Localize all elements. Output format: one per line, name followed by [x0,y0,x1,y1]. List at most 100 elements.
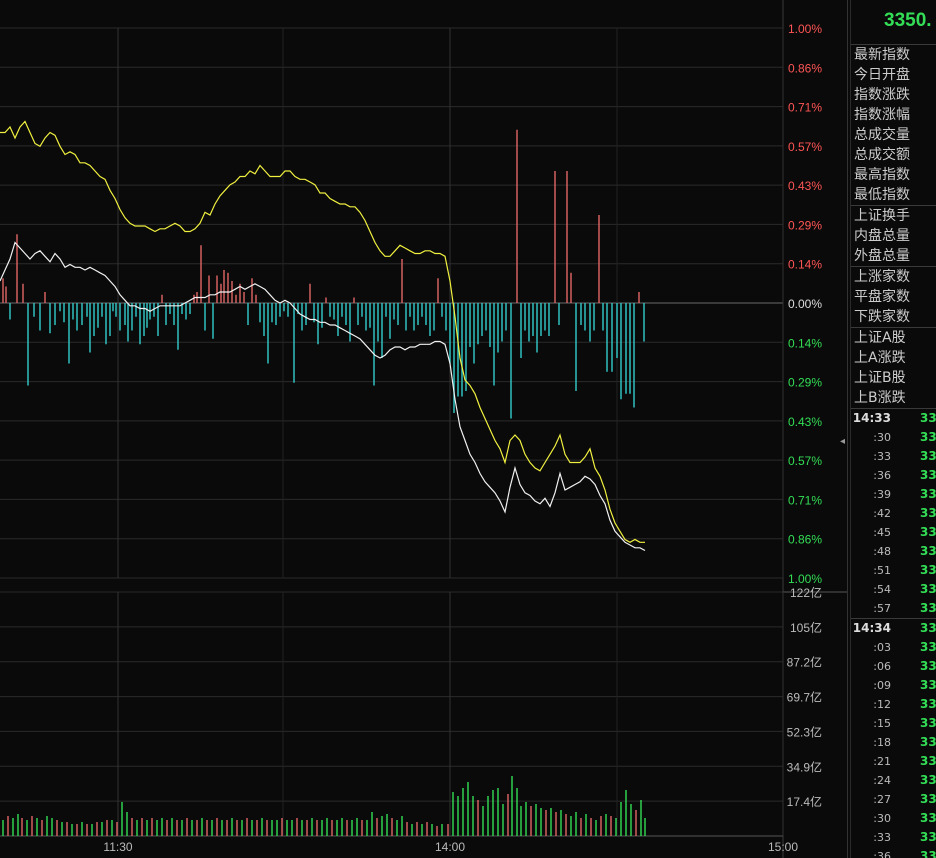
tick-time: :45 [873,526,891,539]
tick-time: :48 [873,545,891,558]
info-group: 最新指数 今日开盘 指数涨跌 指数涨幅 总成交量 总成交额 最高指数 最低指数 [851,44,936,205]
tick-row[interactable]: :45 33 [851,523,936,542]
volume-axis-label: 105亿 [790,620,822,635]
intraday-chart[interactable]: 1.00% 0.86% 0.71% 0.57% 0.43% 0.29% 0.14% 0.00%… [0,0,848,858]
tick-value: 33 [920,468,936,482]
volume-axis-label: 34.9亿 [787,759,822,774]
tick-list[interactable]: 14:33 33:30 33:33 33:36 33:39 33:42 33:45 33:48… [851,408,936,858]
y-axis-tick-label: 0.00% [788,297,822,311]
y-axis-tick-label: 1.00% [788,572,822,586]
tick-row[interactable]: :51 33 [851,561,936,580]
y-axis-tick-label: 0.29% [788,376,822,390]
y-axis-tick-label: 0.71% [788,101,822,115]
tick-value: 33 [920,506,936,520]
tick-value: 33 [920,735,936,749]
x-axis-tick-label: 15:00 [768,840,798,854]
info-field-label: 上A涨跌 [854,350,906,366]
collapse-arrow-icon[interactable]: ◂ [840,436,846,447]
tick-row[interactable]: :03 33 [851,638,936,657]
tick-row[interactable]: :24 33 [851,771,936,790]
tick-row[interactable]: :57 33 [851,599,936,618]
volume-axis-label: 69.7亿 [787,690,822,705]
tick-value: 33 [920,601,936,615]
tick-row[interactable]: :30 33 [851,809,936,828]
quote-panel: 3350. 最新指数 今日开盘 指数涨跌 指数涨幅 总成交量 总成交额 最高指数 最低指数 上证… [851,0,936,858]
tick-row[interactable]: :09 33 [851,676,936,695]
index-line-white [0,241,646,552]
tick-value: 33 [920,544,936,558]
tick-time: :30 [873,431,891,444]
tick-value: 33 [920,754,936,768]
tick-value: 33 [920,773,936,787]
tick-value: 33 [920,830,936,844]
info-field-label: 总成交量 [854,127,910,143]
tick-value: 33 [920,563,936,577]
volume-axis-label: 122亿 [790,585,822,600]
tick-minute-row[interactable]: 14:33 33 [851,408,936,428]
y-axis-tick-label: 0.86% [788,61,822,75]
tick-value: 33 [920,640,936,654]
y-axis-tick-label: 0.14% [788,336,822,350]
info-field-label: 最新指数 [854,47,910,63]
tick-row[interactable]: :54 33 [851,580,936,599]
info-field-label: 内盘总量 [854,228,910,244]
tick-time: :03 [873,641,891,654]
tick-time: :12 [873,698,891,711]
tick-time: :24 [873,774,891,787]
tick-time: :27 [873,793,891,806]
info-field-label: 外盘总量 [854,248,910,264]
tick-row[interactable]: :06 33 [851,657,936,676]
tick-value: 33 [920,449,936,463]
tick-row[interactable]: :27 33 [851,790,936,809]
info-fields: 最新指数 今日开盘 指数涨跌 指数涨幅 总成交量 总成交额 最高指数 最低指数 上证换手 内盘总量… [851,44,936,408]
info-field-label: 指数涨跌 [854,87,910,103]
info-field-label: 最低指数 [854,187,910,203]
tick-time: :33 [873,450,891,463]
tick-row[interactable]: :12 33 [851,695,936,714]
volume-axis-label: 52.3亿 [787,724,822,739]
tick-time: :42 [873,507,891,520]
panel-divider-inner [850,0,851,858]
tick-time: :54 [873,583,891,596]
tick-row[interactable]: :15 33 [851,714,936,733]
tick-value: 33 [920,621,936,635]
tick-value: 33 [920,811,936,825]
tick-value: 33 [920,411,936,425]
tick-time: :09 [873,679,891,692]
tick-row[interactable]: :42 33 [851,504,936,523]
y-axis-tick-label: 0.14% [788,258,822,272]
tick-row[interactable]: :39 33 [851,485,936,504]
tick-value: 33 [920,792,936,806]
tick-row[interactable]: :36 33 [851,847,936,858]
tick-row[interactable]: :36 33 [851,466,936,485]
tick-value: 33 [920,849,936,858]
tick-time: :51 [873,564,891,577]
info-field-label: 上证B股 [854,370,906,386]
tick-row[interactable]: :33 33 [851,447,936,466]
info-field-label: 今日开盘 [854,67,910,83]
tick-time: :39 [873,488,891,501]
y-axis-tick-label: 0.71% [788,493,822,507]
info-field-label: 总成交额 [854,147,910,163]
info-field-label: 平盘家数 [854,289,910,305]
y-axis-tick-label: 0.43% [788,179,822,193]
tick-value: 33 [920,697,936,711]
tick-row[interactable]: :30 33 [851,428,936,447]
tick-time: 14:33 [852,411,891,425]
tick-time: 14:34 [852,621,891,635]
tick-time: :57 [873,602,891,615]
tick-row[interactable]: :21 33 [851,752,936,771]
info-field-label: 上证A股 [854,330,906,346]
tick-row[interactable]: :18 33 [851,733,936,752]
tick-minute-row[interactable]: 14:34 33 [851,618,936,638]
tick-row[interactable]: :48 33 [851,542,936,561]
info-field-label: 指数涨幅 [854,107,910,123]
index-line-yellow [0,120,645,543]
tick-time: :06 [873,660,891,673]
tick-time: :30 [873,812,891,825]
y-axis-tick-label: 1.00% [788,22,822,36]
tick-value: 33 [920,659,936,673]
tick-time: :33 [873,831,891,844]
tick-time: :21 [873,755,891,768]
tick-row[interactable]: :33 33 [851,828,936,847]
